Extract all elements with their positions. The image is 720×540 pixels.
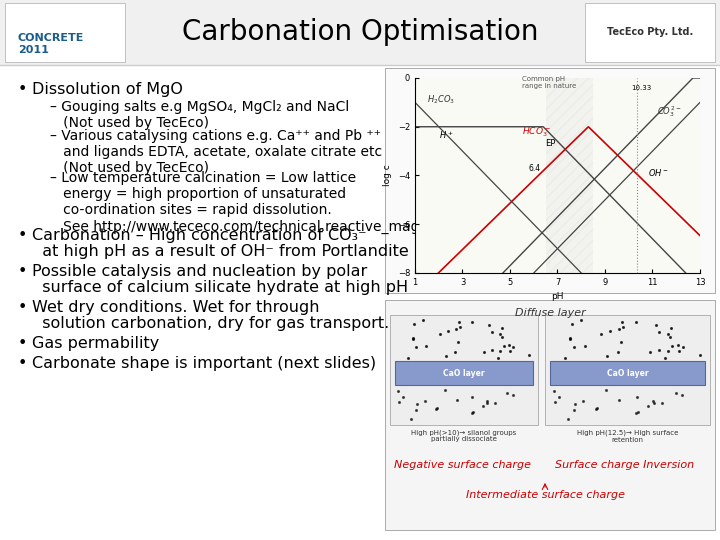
Bar [0, 0, 720, 65]
Text: – Gouging salts e.g MgSO₄, MgCl₂ and NaCl
   (Not used by TecEco): – Gouging salts e.g MgSO₄, MgCl₂ and NaC… [50, 100, 349, 130]
Bar [390, 315, 538, 425]
Bar [395, 361, 533, 386]
Text: Dissolution of MgO: Dissolution of MgO [32, 82, 183, 97]
Text: $OH^-$: $OH^-$ [648, 166, 669, 178]
Text: 2011: 2011 [18, 45, 49, 55]
Text: •: • [18, 336, 27, 351]
Text: Intermediate surface charge: Intermediate surface charge [466, 490, 624, 500]
Text: $HCO_3^-$: $HCO_3^-$ [522, 125, 551, 139]
Text: Diffuse layer: Diffuse layer [515, 308, 585, 318]
Text: CaO layer: CaO layer [444, 369, 485, 378]
Text: •: • [18, 300, 27, 315]
Text: $CO_3^{2-}$: $CO_3^{2-}$ [657, 104, 682, 119]
Text: Carbonation Optimisation: Carbonation Optimisation [181, 18, 539, 46]
Text: surface of calcium silicate hydrate at high pH: surface of calcium silicate hydrate at h… [32, 280, 408, 295]
Text: •: • [18, 228, 27, 243]
Text: – Low temperature calcination = Low lattice
   energy = high proportion of unsat: – Low temperature calcination = Low latt… [50, 171, 487, 234]
Bar [545, 315, 710, 425]
Text: Gas permability: Gas permability [32, 336, 159, 351]
Text: Surface charge Inversion: Surface charge Inversion [555, 460, 695, 470]
Text: Carbonation – High concentration of CO₃⁻: Carbonation – High concentration of CO₃⁻ [32, 228, 366, 243]
Text: CONCRETE: CONCRETE [18, 33, 84, 43]
Text: •: • [18, 356, 27, 371]
Text: High pH(12.5)→ High surface
retention: High pH(12.5)→ High surface retention [577, 429, 678, 442]
Text: Negative surface charge: Negative surface charge [395, 460, 531, 470]
Y-axis label: log c: log c [383, 165, 392, 186]
Text: EP: EP [546, 139, 556, 148]
Text: – Various catalysing cations e.g. Ca⁺⁺ and Pb ⁺⁺
   and ligands EDTA, acetate, o: – Various catalysing cations e.g. Ca⁺⁺ a… [50, 129, 382, 176]
Text: Possible catalysis and nucleation by polar: Possible catalysis and nucleation by pol… [32, 264, 367, 279]
Text: Common pH
range in nature: Common pH range in nature [522, 76, 576, 89]
Text: High pH(>10)→ silanol groups
partially dissociate: High pH(>10)→ silanol groups partially d… [411, 429, 517, 442]
Text: $H_2CO_3$: $H_2CO_3$ [427, 93, 455, 106]
Text: Carbonate shape is important (next slides): Carbonate shape is important (next slide… [32, 356, 376, 371]
Text: •: • [18, 82, 27, 97]
Text: solution carbonation, dry for gas transport.: solution carbonation, dry for gas transp… [32, 316, 390, 331]
Text: 6.4: 6.4 [529, 164, 541, 173]
Text: 10.33: 10.33 [631, 85, 652, 91]
Text: CaO layer: CaO layer [607, 369, 648, 378]
Text: •: • [18, 264, 27, 279]
Bar [385, 300, 715, 530]
Bar [5, 3, 125, 62]
Text: at high pH as a result of OH⁻ from Portlandite: at high pH as a result of OH⁻ from Portl… [32, 244, 409, 259]
Text: TecEco Pty. Ltd.: TecEco Pty. Ltd. [607, 27, 693, 37]
Text: Wet dry conditions. Wet for through: Wet dry conditions. Wet for through [32, 300, 320, 315]
Bar [385, 68, 715, 293]
X-axis label: pH: pH [552, 293, 564, 301]
Bar [585, 3, 715, 62]
Bar [550, 361, 705, 386]
Text: $H^+$: $H^+$ [438, 129, 454, 141]
